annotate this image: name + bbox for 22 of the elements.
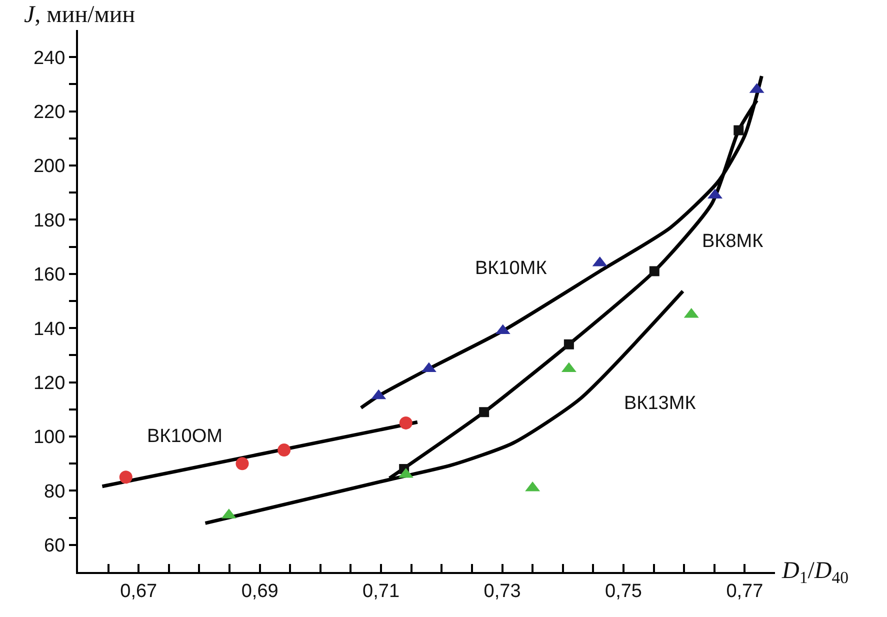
x-tick-label: 0,71 [362, 580, 400, 602]
y-tick-label: 60 [44, 536, 66, 557]
series-label: ВК8МК [702, 231, 764, 252]
y-tick-label: 220 [33, 102, 66, 123]
y-tick-label: 140 [33, 318, 66, 340]
x-tick-label: 0,75 [604, 580, 642, 602]
y-tick-label: 100 [33, 427, 66, 448]
y-tick-label: 80 [44, 481, 66, 502]
series-label: ВК13МК [624, 393, 696, 414]
x-tick-label: 0,69 [241, 580, 278, 602]
y-tick-label: 120 [33, 372, 66, 394]
x-axis-title: D$_{1}$/D$_{40}$ [781, 558, 849, 588]
series-label: ВК10ОМ [147, 426, 222, 447]
x-tick-label: 0,67 [120, 580, 158, 602]
series-label: ВК10МК [475, 258, 547, 279]
y-tick-label: 180 [33, 210, 66, 232]
y-tick-label: 160 [33, 264, 66, 286]
y-tick-label: 200 [33, 156, 66, 178]
y-axis-title: J, мин/мин [24, 2, 136, 28]
x-tick-label: 0,77 [726, 580, 764, 602]
x-tick-label: 0,73 [484, 580, 521, 602]
y-tick-label: 240 [33, 48, 66, 69]
